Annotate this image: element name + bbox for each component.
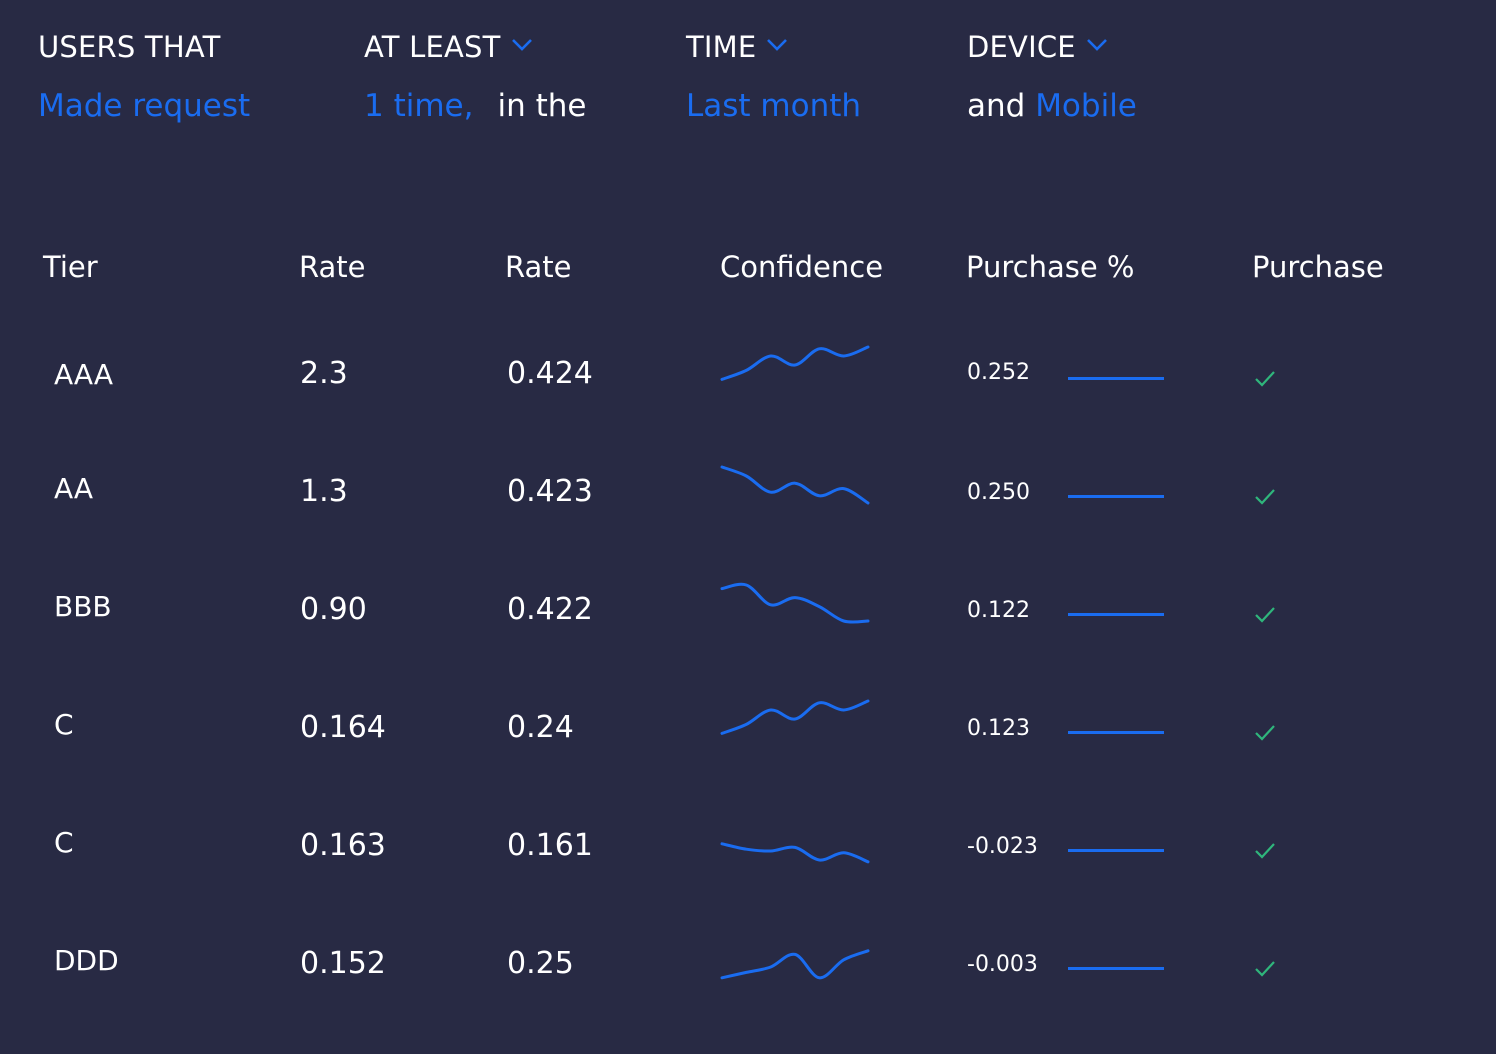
table-row[interactable]: C 0.163 0.161 -0.023 — [0, 808, 1496, 926]
tier-cell: AA — [54, 472, 94, 505]
confidence-sparkline — [720, 465, 870, 505]
chevron-down-icon[interactable] — [1086, 38, 1108, 52]
check-icon — [1255, 371, 1275, 387]
purchase-pct-bar — [1068, 849, 1164, 852]
purchase-pct-bar — [1068, 377, 1164, 380]
purchase-pct-cell: 0.252 — [967, 360, 1030, 385]
rate-2-cell: 0.161 — [507, 828, 593, 863]
purchase-pct-bar — [1068, 613, 1164, 616]
column-header-confidence[interactable]: Confidence — [720, 250, 884, 284]
purchase-pct-cell: 0.250 — [967, 480, 1030, 505]
table-row[interactable]: AAA 2.3 0.424 0.252 — [0, 336, 1496, 454]
column-header-tier[interactable]: Tier — [43, 250, 98, 284]
tier-cell: BBB — [54, 590, 112, 623]
column-header-purchase[interactable]: Purchase — [1252, 250, 1384, 284]
filter-label-text: TIME — [686, 30, 757, 64]
rate-cell: 2.3 — [300, 356, 348, 391]
filter-at-least-value: 1 time, in the — [364, 88, 586, 124]
filter-time-dropdown[interactable]: TIME — [686, 30, 788, 64]
time-range-selector[interactable]: Last month — [686, 88, 862, 124]
confidence-sparkline — [720, 949, 870, 980]
device-selector[interactable]: Mobile — [1035, 88, 1137, 124]
tier-cell: C — [54, 708, 74, 741]
rate-cell: 1.3 — [300, 474, 348, 509]
rate-2-cell: 0.424 — [507, 356, 593, 391]
tier-cell: DDD — [54, 944, 119, 977]
confidence-sparkline — [720, 582, 870, 624]
filter-users-that-label: USERS THAT — [38, 30, 221, 64]
column-header-rate[interactable]: Rate — [299, 250, 366, 284]
check-icon — [1255, 725, 1275, 741]
purchase-pct-cell: 0.123 — [967, 716, 1030, 741]
filter-device-dropdown[interactable]: DEVICE — [967, 30, 1108, 64]
confidence-sparkline — [720, 699, 870, 735]
chevron-down-icon[interactable] — [511, 38, 533, 52]
table-row[interactable]: AA 1.3 0.423 0.250 — [0, 454, 1496, 572]
event-selector[interactable]: Made request — [38, 88, 251, 124]
rate-cell: 0.163 — [300, 828, 386, 863]
confidence-sparkline — [720, 842, 870, 864]
filter-time-value[interactable]: Last month — [686, 88, 861, 124]
purchase-pct-bar — [1068, 495, 1164, 498]
filter-device-value: and Mobile — [967, 88, 1137, 124]
filter-at-least-dropdown[interactable]: AT LEAST — [364, 30, 533, 64]
check-icon — [1255, 607, 1275, 623]
purchase-pct-cell: 0.122 — [967, 598, 1030, 623]
column-header-purchase-pct[interactable]: Purchase % — [966, 250, 1135, 284]
rate-2-cell: 0.423 — [507, 474, 593, 509]
filter-label-text: DEVICE — [967, 30, 1076, 64]
filter-label-text: AT LEAST — [364, 30, 501, 64]
filter-users-that-value[interactable]: Made request — [38, 88, 250, 124]
confidence-sparkline — [720, 345, 870, 381]
rate-2-cell: 0.25 — [507, 946, 574, 981]
check-icon — [1255, 843, 1275, 859]
purchase-pct-cell: -0.003 — [967, 952, 1038, 977]
purchase-pct-cell: -0.023 — [967, 834, 1038, 859]
column-header-rate-2[interactable]: Rate — [505, 250, 572, 284]
table-row[interactable]: DDD 0.152 0.25 -0.003 — [0, 926, 1496, 1044]
filter-connector-text: and — [967, 88, 1026, 124]
filter-connector-text: in the — [497, 88, 587, 124]
table-row[interactable]: C 0.164 0.24 0.123 — [0, 690, 1496, 808]
table-row[interactable]: BBB 0.90 0.422 0.122 — [0, 572, 1496, 690]
chevron-down-icon[interactable] — [766, 38, 788, 52]
rate-cell: 0.164 — [300, 710, 386, 745]
purchase-pct-bar — [1068, 967, 1164, 970]
rate-2-cell: 0.422 — [507, 592, 593, 627]
rate-cell: 0.90 — [300, 592, 367, 627]
check-icon — [1255, 489, 1275, 505]
rate-cell: 0.152 — [300, 946, 386, 981]
tier-cell: AAA — [54, 358, 114, 391]
rate-2-cell: 0.24 — [507, 710, 574, 745]
filter-label-text: USERS THAT — [38, 30, 221, 64]
tier-cell: C — [54, 826, 74, 859]
frequency-selector[interactable]: 1 time, — [364, 88, 474, 124]
check-icon — [1255, 961, 1275, 977]
purchase-pct-bar — [1068, 731, 1164, 734]
